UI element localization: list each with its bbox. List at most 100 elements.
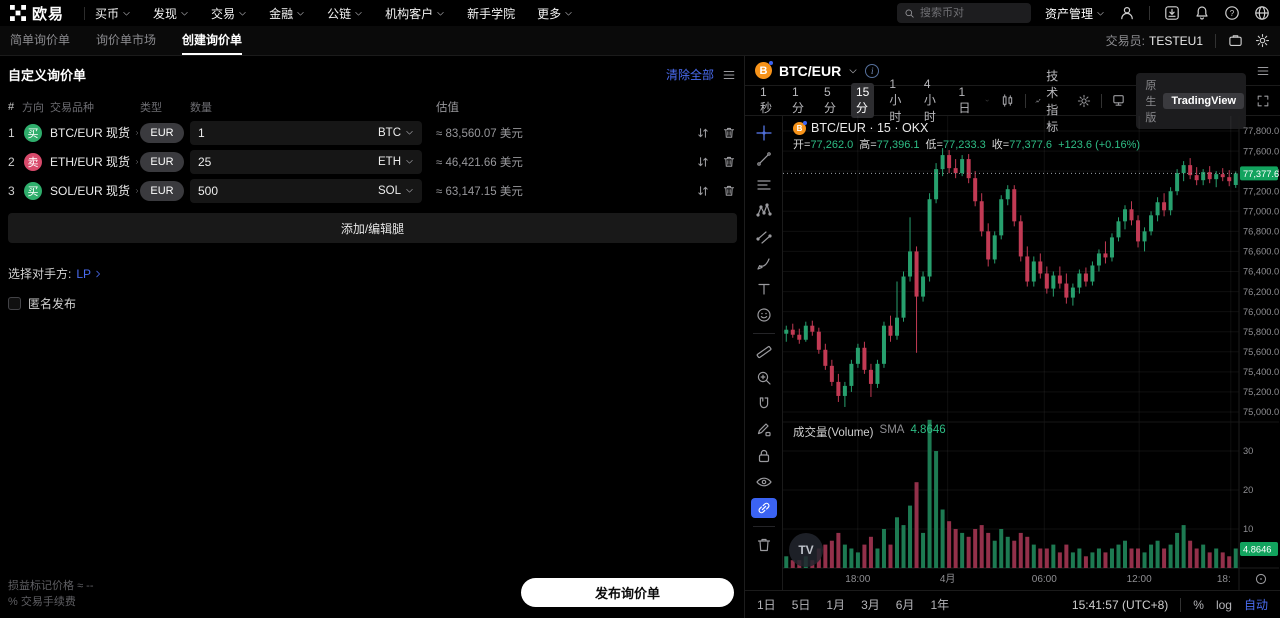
range-3mo[interactable]: 3月 — [861, 598, 880, 612]
tf-5m[interactable]: 5分 — [824, 85, 837, 115]
clock[interactable]: 15:41:57 (UTC+8) — [1071, 597, 1169, 612]
briefcase-icon[interactable] — [1228, 33, 1243, 48]
info-icon[interactable]: i — [865, 63, 880, 78]
crosshair-icon[interactable] — [751, 123, 777, 143]
gear-icon[interactable] — [1077, 94, 1091, 108]
nav-chain[interactable]: 公链 — [327, 5, 363, 22]
target-icon[interactable] — [1254, 572, 1268, 591]
nav-discover[interactable]: 发现 — [153, 5, 189, 22]
clear-all-link[interactable]: 清除全部 — [665, 68, 714, 82]
lock-icon[interactable] — [751, 446, 777, 466]
chart-canvas[interactable]: 77,800.077,600.077,400.077,200.077,000.0… — [783, 116, 1280, 590]
candlestick-chart[interactable]: 77,800.077,600.077,400.077,200.077,000.0… — [783, 116, 1279, 590]
pair-selector[interactable]: SOL/EUR 现货 — [50, 182, 140, 199]
ruler-icon[interactable] — [751, 342, 777, 362]
native-version-option[interactable]: 原生版 — [1145, 79, 1157, 124]
amount-input[interactable] — [198, 154, 378, 169]
bell-icon[interactable] — [1194, 5, 1210, 21]
type-pill[interactable]: EUR — [140, 122, 184, 143]
trash-icon[interactable] — [722, 184, 736, 198]
range-5d[interactable]: 5日 — [791, 598, 811, 612]
log-scale-button[interactable]: log — [1215, 597, 1232, 612]
tradingview-option[interactable]: TradingView — [1163, 92, 1244, 109]
tf-1h[interactable]: 1小时 — [889, 76, 902, 124]
swap-icon[interactable] — [696, 126, 710, 140]
svg-text:76,800.0: 76,800.0 — [1243, 227, 1279, 237]
user-icon[interactable] — [1119, 5, 1135, 21]
tf-1s[interactable]: 1秒 — [760, 85, 773, 115]
menu-icon[interactable] — [1256, 64, 1270, 78]
currency-dropdown[interactable]: SOL — [378, 185, 414, 197]
nav-institutional[interactable]: 机构客户 — [385, 5, 445, 22]
swap-icon[interactable] — [696, 184, 710, 198]
swap-icon[interactable] — [696, 155, 710, 169]
drawing-toolbar — [745, 116, 783, 590]
leg-row-3: 3 买 SOL/EUR 现货 EUR SOL ≈ 63,147.15 美元 — [0, 176, 744, 205]
chevron-down-icon[interactable] — [985, 96, 990, 105]
fib-lines-icon[interactable] — [751, 175, 777, 195]
nav-finance[interactable]: 金融 — [269, 5, 305, 22]
eye-icon[interactable] — [751, 472, 777, 492]
publish-rfq-button[interactable]: 发布询价单 — [521, 578, 734, 607]
auto-scale-button[interactable]: 自动 — [1243, 598, 1268, 612]
display-icon[interactable] — [1111, 93, 1126, 108]
menu-icon[interactable] — [722, 68, 736, 82]
tf-1d[interactable]: 1日 — [958, 85, 971, 115]
nav-trade[interactable]: 交易 — [211, 5, 247, 22]
chevron-down-icon[interactable] — [848, 66, 858, 76]
search-input[interactable] — [919, 7, 1020, 19]
tf-1m[interactable]: 1分 — [792, 85, 805, 115]
magnet-icon[interactable] — [751, 394, 777, 414]
tab-simple-rfq[interactable]: 简单询价单 — [10, 33, 71, 47]
trash-icon[interactable] — [722, 126, 736, 140]
currency-dropdown[interactable]: ETH — [378, 156, 414, 168]
range-1mo[interactable]: 1月 — [826, 598, 846, 612]
indicators-button[interactable]: 技术指标 — [1035, 67, 1067, 135]
channel-icon[interactable] — [751, 227, 777, 247]
trendline-icon[interactable] — [751, 149, 777, 169]
anonymous-checkbox[interactable] — [8, 297, 21, 310]
okx-logo[interactable]: 欧易 — [10, 3, 64, 24]
candle-type-icon[interactable] — [1000, 93, 1015, 108]
currency-dropdown[interactable]: BTC — [378, 127, 414, 139]
add-edit-legs-button[interactable]: 添加/编辑腿 — [8, 213, 737, 243]
brush-icon[interactable] — [751, 253, 777, 273]
tab-create-rfq[interactable]: 创建询价单 — [182, 26, 243, 55]
tf-4h[interactable]: 4小时 — [923, 76, 936, 124]
tab-rfq-market[interactable]: 询价单市场 — [96, 33, 157, 47]
symbol-title[interactable]: BTC/EUR — [779, 62, 842, 79]
trash-icon[interactable] — [722, 155, 736, 169]
pair-selector[interactable]: BTC/EUR 现货 — [50, 124, 140, 141]
svg-text:10: 10 — [1243, 524, 1253, 534]
range-1d[interactable]: 1日 — [757, 598, 776, 612]
emoji-icon[interactable] — [751, 305, 777, 325]
range-1y[interactable]: 1年 — [930, 598, 950, 612]
globe-icon[interactable] — [1254, 5, 1270, 21]
download-icon[interactable] — [1164, 5, 1180, 21]
xabcd-pattern-icon[interactable] — [751, 201, 777, 221]
counterparty-link[interactable]: LP — [76, 267, 103, 281]
type-pill[interactable]: EUR — [140, 151, 184, 172]
expand-icon[interactable] — [1256, 94, 1270, 108]
zoom-in-icon[interactable] — [751, 368, 777, 388]
nav-more[interactable]: 更多 — [537, 5, 573, 22]
help-icon[interactable]: ? — [1224, 5, 1240, 21]
amount-input[interactable] — [198, 125, 378, 140]
link-icon[interactable] — [750, 498, 777, 518]
nav-buy-crypto[interactable]: 买币 — [95, 5, 131, 22]
tf-15m[interactable]: 15分 — [851, 83, 875, 118]
nav-academy[interactable]: 新手学院 — [467, 6, 516, 21]
assets-menu[interactable]: 资产管理 — [1045, 5, 1105, 22]
chevron-down-icon — [565, 11, 572, 16]
range-6mo[interactable]: 6月 — [895, 598, 915, 612]
edit-pencil-icon[interactable] — [751, 420, 777, 440]
text-tool-icon[interactable] — [751, 279, 777, 299]
trash-icon[interactable] — [751, 535, 777, 555]
percent-scale-button[interactable]: % — [1193, 597, 1204, 612]
divider — [752, 333, 775, 334]
type-pill[interactable]: EUR — [140, 180, 184, 201]
amount-input[interactable] — [198, 183, 378, 198]
pair-selector[interactable]: ETH/EUR 现货 — [50, 153, 140, 170]
search-box[interactable] — [896, 3, 1031, 23]
gear-icon[interactable] — [1255, 33, 1270, 48]
